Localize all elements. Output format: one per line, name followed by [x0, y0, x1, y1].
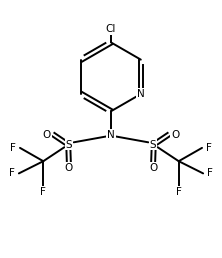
Text: F: F — [207, 168, 213, 178]
Text: O: O — [65, 163, 73, 173]
Text: F: F — [9, 168, 15, 178]
Text: S: S — [150, 140, 157, 150]
Text: F: F — [206, 143, 212, 153]
Text: N: N — [137, 89, 145, 99]
Text: S: S — [65, 140, 72, 150]
Text: F: F — [10, 143, 16, 153]
Text: F: F — [40, 187, 46, 197]
Text: F: F — [176, 187, 182, 197]
Text: Cl: Cl — [106, 24, 116, 34]
Text: O: O — [171, 130, 180, 140]
Text: O: O — [149, 163, 157, 173]
Text: N: N — [107, 130, 115, 140]
Text: O: O — [42, 130, 51, 140]
